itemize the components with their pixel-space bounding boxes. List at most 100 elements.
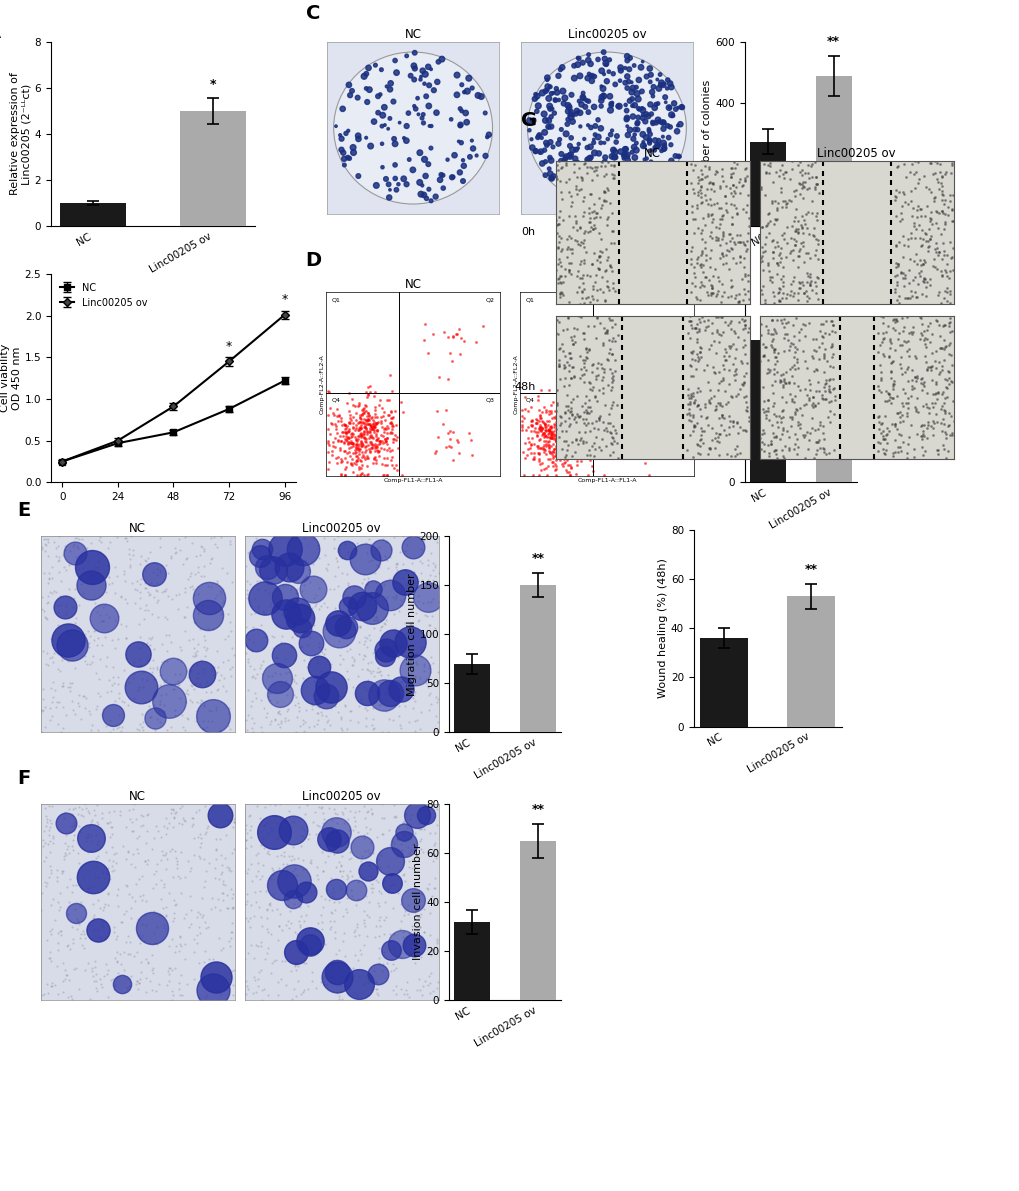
- Point: [908, 207, 924, 226]
- Point: [400, 150, 417, 169]
- Point: [42, 648, 58, 667]
- Point: [156, 703, 172, 722]
- Point: [277, 618, 293, 637]
- Point: [50, 933, 66, 952]
- Point: [564, 432, 580, 451]
- Point: [808, 210, 824, 229]
- Point: [70, 685, 87, 704]
- Point: [39, 873, 55, 892]
- Point: [548, 414, 565, 434]
- Point: [559, 435, 576, 454]
- Point: [120, 977, 137, 996]
- Point: [600, 331, 616, 350]
- Point: [356, 550, 372, 569]
- Point: [547, 447, 564, 466]
- Point: [98, 927, 114, 946]
- Point: [776, 162, 793, 181]
- Point: [364, 438, 380, 457]
- Point: [884, 374, 901, 393]
- Point: [729, 412, 745, 431]
- Point: [165, 911, 181, 930]
- Point: [819, 407, 836, 426]
- Point: [90, 831, 106, 850]
- Point: [145, 964, 161, 983]
- Point: [552, 282, 569, 301]
- Point: [931, 262, 948, 281]
- Point: [348, 985, 365, 1004]
- Point: [323, 817, 339, 836]
- Point: [545, 424, 561, 443]
- Point: [107, 929, 123, 948]
- Point: [140, 582, 156, 601]
- Point: [902, 288, 918, 307]
- Point: [572, 117, 588, 136]
- Point: [331, 861, 347, 880]
- Point: [790, 416, 806, 435]
- Point: [93, 929, 109, 948]
- Point: [788, 400, 804, 419]
- Point: [575, 324, 591, 343]
- Point: [726, 183, 742, 202]
- Point: [95, 863, 111, 883]
- Point: [716, 382, 733, 401]
- Point: [350, 429, 366, 448]
- Point: [406, 936, 422, 955]
- Point: [536, 431, 552, 450]
- Point: [392, 719, 409, 738]
- Point: [73, 799, 90, 818]
- Point: [383, 961, 399, 980]
- Point: [556, 357, 573, 376]
- Point: [455, 82, 472, 101]
- Point: [623, 82, 639, 101]
- Point: [76, 929, 93, 948]
- Point: [362, 661, 378, 680]
- Point: [63, 673, 79, 692]
- Point: [277, 663, 293, 682]
- Point: [700, 339, 716, 358]
- Point: [763, 311, 780, 330]
- Point: [240, 543, 257, 562]
- Point: [733, 270, 749, 289]
- Point: [549, 170, 566, 189]
- Point: [817, 374, 834, 393]
- Point: [906, 179, 922, 198]
- Point: [631, 100, 647, 119]
- Point: [217, 681, 233, 700]
- Point: [770, 292, 787, 311]
- Point: [81, 843, 97, 862]
- Point: [170, 813, 186, 833]
- Text: E: E: [17, 500, 31, 519]
- Point: [533, 409, 549, 428]
- Point: [569, 418, 585, 437]
- Point: [65, 825, 82, 844]
- Point: [540, 431, 556, 450]
- Point: [45, 653, 61, 672]
- Point: [731, 173, 747, 192]
- Point: [378, 391, 394, 410]
- Point: [624, 326, 640, 345]
- Point: [682, 412, 698, 431]
- Point: [285, 540, 302, 559]
- Point: [439, 150, 455, 169]
- Point: [713, 206, 730, 225]
- Point: [329, 983, 345, 1002]
- Point: [662, 105, 679, 124]
- Point: [760, 410, 776, 429]
- Point: [581, 445, 597, 464]
- Point: [900, 339, 916, 358]
- Point: [407, 60, 423, 79]
- Point: [884, 444, 901, 463]
- Point: [782, 169, 798, 188]
- Point: [374, 464, 390, 484]
- Point: [359, 411, 375, 430]
- Point: [364, 419, 380, 438]
- Point: [131, 715, 148, 734]
- Point: [387, 401, 404, 420]
- Point: [684, 406, 700, 425]
- Point: [656, 88, 673, 107]
- Point: [573, 232, 589, 251]
- Point: [411, 969, 427, 989]
- Point: [712, 208, 729, 227]
- Point: [514, 443, 530, 462]
- Point: [322, 698, 338, 717]
